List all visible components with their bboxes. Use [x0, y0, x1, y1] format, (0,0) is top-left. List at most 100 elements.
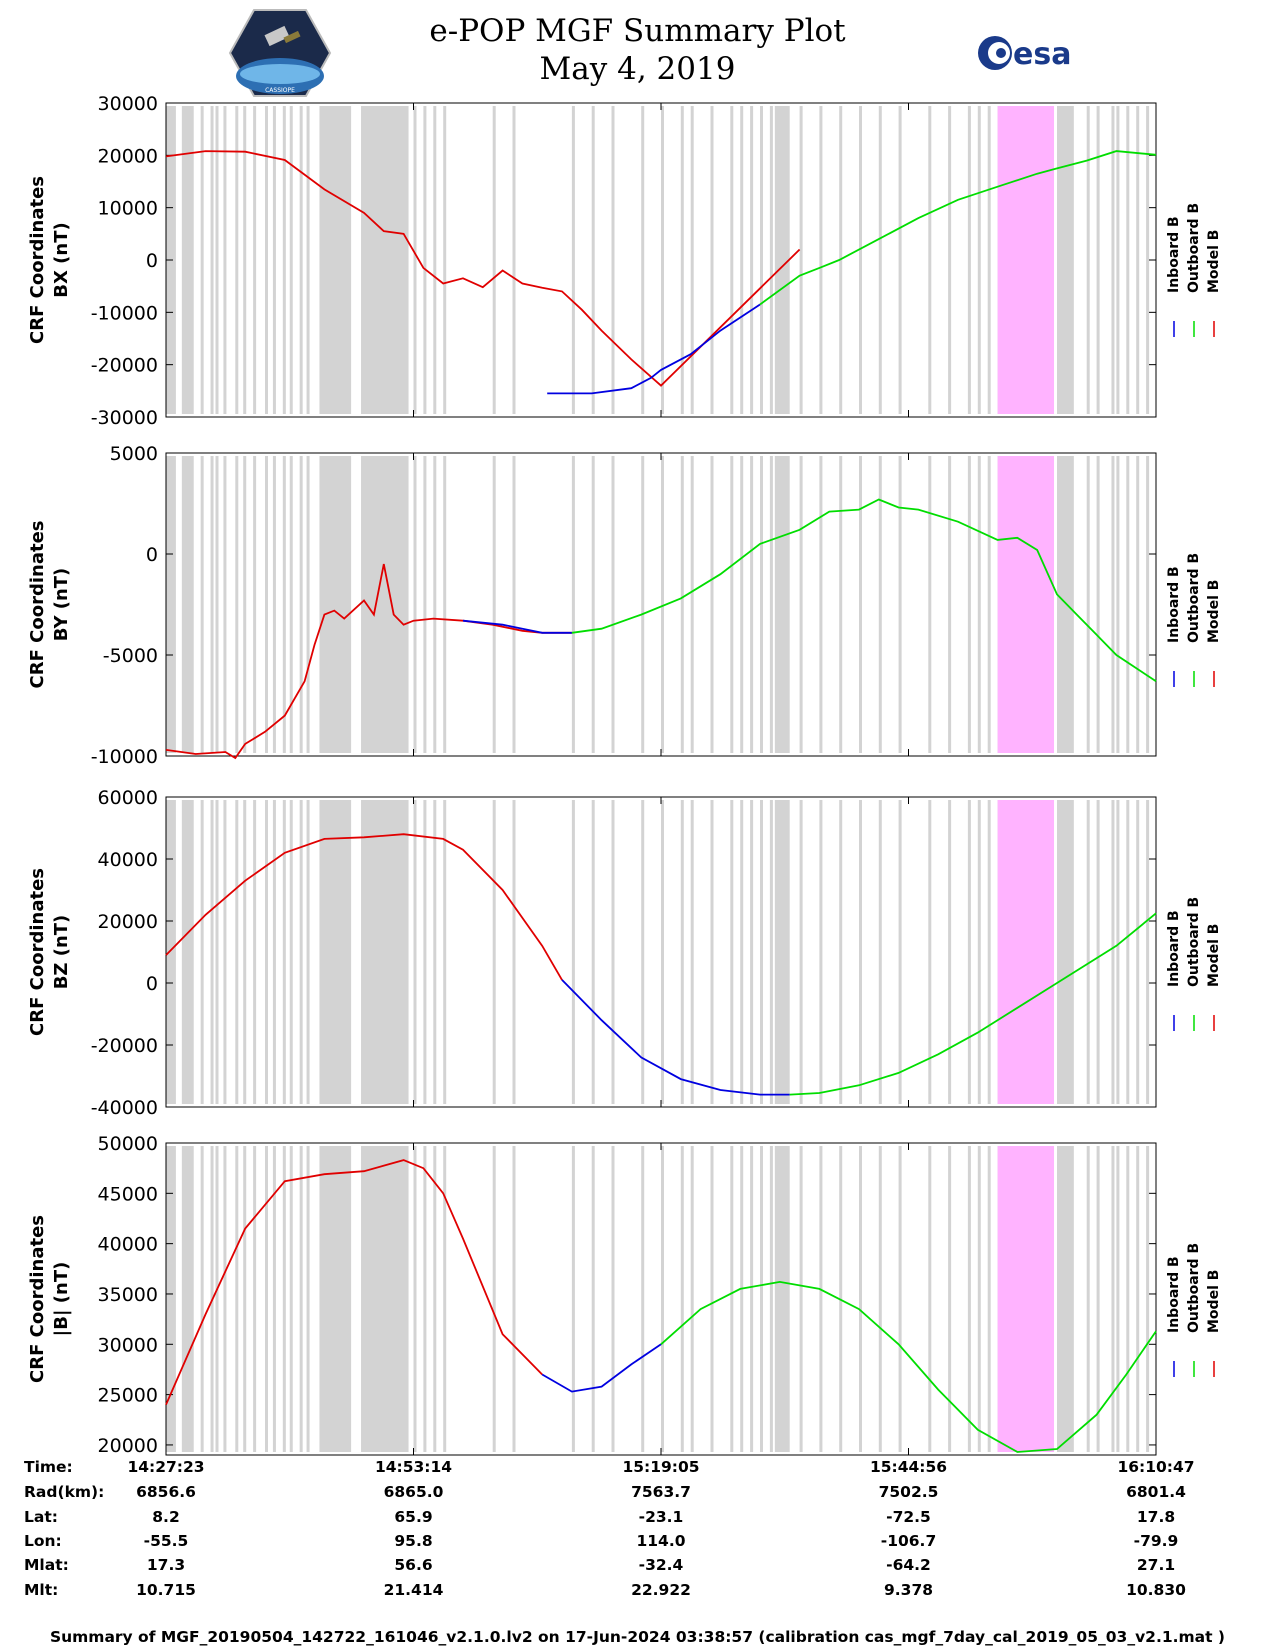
info-value: 6856.6 [136, 1483, 196, 1501]
info-value: 6865.0 [383, 1483, 444, 1501]
gap-block [181, 1146, 194, 1452]
legend-label: Inboard B [1166, 216, 1182, 293]
gap-line [423, 106, 427, 414]
gap-line [215, 456, 219, 753]
gap-line [200, 456, 204, 753]
esa-logo-text: esa [1013, 37, 1071, 72]
gap-block [774, 1146, 790, 1452]
y-tick-label: 0 [146, 250, 158, 272]
gap-line [299, 800, 303, 1104]
y-tick-label: -20000 [91, 355, 158, 377]
series-inboard-b [561, 979, 790, 1096]
gap-line [987, 1146, 991, 1452]
y-axis-label: CRF Coordinates [27, 176, 48, 344]
gap-line [977, 1146, 981, 1452]
info-value: -64.2 [886, 1556, 931, 1574]
series-model-b [165, 833, 563, 981]
gap-line [769, 1146, 773, 1452]
gap-line [571, 456, 575, 753]
gap-line [200, 800, 204, 1104]
gap-line [710, 1146, 714, 1452]
series-outboard-b [759, 150, 1157, 306]
info-value: 6801.4 [1126, 1483, 1186, 1501]
gap-line [282, 106, 286, 414]
gap-line [710, 800, 714, 1104]
gap-line [819, 1146, 823, 1452]
gap-line [512, 1146, 516, 1452]
y-tick-label: 5000 [110, 443, 158, 465]
gap-line [243, 106, 247, 414]
y-tick-label: -5000 [103, 645, 158, 667]
gap-line [690, 106, 694, 414]
y-axis-unit: BX (nT) [51, 222, 72, 297]
series-inboard-b [547, 303, 761, 395]
y-axis-unit: BZ (nT) [51, 915, 72, 990]
legend-label: Inboard B [1166, 566, 1182, 643]
gap-line [215, 1146, 219, 1452]
gap-line [1096, 1146, 1100, 1452]
y-axis-label: CRF Coordinates [27, 1215, 48, 1383]
gap-line [1086, 106, 1090, 414]
info-value: 9.378 [883, 1581, 934, 1599]
gap-line [1116, 106, 1120, 414]
info-value: 14:27:23 [127, 1458, 205, 1476]
gap-line [760, 106, 763, 414]
gap-line [1126, 1146, 1130, 1452]
gap-line [987, 800, 991, 1104]
gap-line [740, 456, 744, 753]
gap-line [306, 456, 310, 753]
gap-line [433, 456, 437, 753]
gap-block [319, 1146, 352, 1452]
gap-line [492, 800, 496, 1104]
gap-line [413, 106, 417, 414]
gap-line [710, 106, 714, 414]
gap-line [1146, 800, 1150, 1104]
series-outboard-b [660, 1280, 1157, 1453]
gap-line [839, 800, 843, 1104]
gap-line [680, 106, 684, 414]
gap-line [200, 106, 204, 414]
gap-line [299, 106, 303, 414]
gap-line [611, 800, 615, 1104]
gap-line [819, 456, 823, 753]
gap-block [319, 800, 352, 1104]
gap-line [243, 800, 247, 1104]
gap-block [361, 106, 409, 414]
gap-line [611, 456, 615, 753]
gap-line [306, 106, 310, 414]
gap-block [166, 456, 176, 753]
gap-line [1126, 106, 1130, 414]
y-tick-label: 50000 [98, 1133, 158, 1155]
info-value: -55.5 [143, 1532, 189, 1550]
gap-line [210, 456, 214, 753]
gap-block [361, 800, 409, 1104]
legend-label: Model B [1206, 1270, 1222, 1333]
legend-label: Inboard B [1166, 1256, 1182, 1333]
gap-line [680, 456, 684, 753]
gap-line [799, 800, 803, 1104]
title-line-2: May 4, 2019 [539, 51, 736, 87]
gap-line [253, 456, 257, 753]
gap-block [181, 800, 194, 1104]
gap-line [799, 456, 803, 753]
gap-line [210, 106, 214, 414]
gap-line [272, 456, 276, 753]
info-value: -72.5 [886, 1508, 931, 1526]
legend-label: Outboard B [1186, 1243, 1202, 1333]
gap-line [819, 106, 823, 414]
gap-line [948, 800, 952, 1104]
info-value: 17.3 [146, 1556, 186, 1574]
gap-line [443, 800, 447, 1104]
gap-block [181, 456, 194, 753]
legend-label: Outboard B [1186, 203, 1202, 293]
y-tick-label: 45000 [98, 1183, 158, 1205]
info-value: -106.7 [880, 1532, 937, 1550]
gap-line [1096, 800, 1100, 1104]
gap-block [1057, 456, 1074, 753]
gap-line [591, 1146, 595, 1452]
gap-line [928, 1146, 932, 1452]
gap-line [878, 1146, 882, 1452]
gap-block [319, 106, 352, 414]
gap-line [413, 1146, 417, 1452]
gap-line [282, 456, 286, 753]
